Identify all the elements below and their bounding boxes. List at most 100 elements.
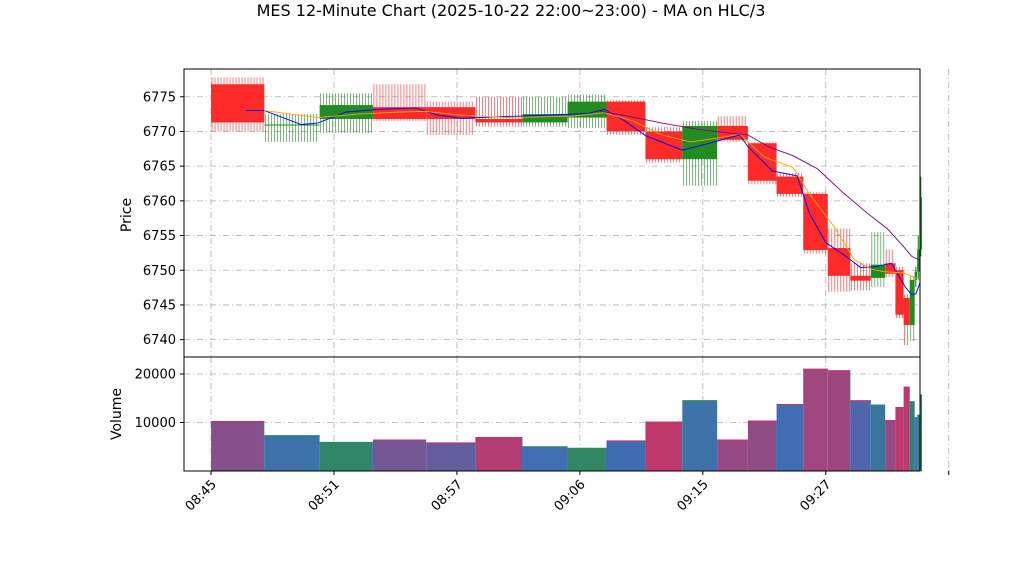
candle xyxy=(870,232,886,287)
candle-body xyxy=(264,124,320,126)
candle-body xyxy=(211,84,265,123)
volume-bar xyxy=(909,401,915,471)
volume-bar xyxy=(803,368,828,471)
price-y-tick-label: 6775 xyxy=(143,90,176,105)
price-y-tick-label: 6765 xyxy=(143,160,176,175)
volume-bar xyxy=(475,437,523,471)
x-tick-label: 09:15 xyxy=(675,477,712,514)
volume-bar xyxy=(372,439,427,471)
moving-average-lines xyxy=(245,107,921,295)
volume-bar xyxy=(870,404,886,471)
candle-body xyxy=(909,279,915,326)
price-y-tick-label: 6760 xyxy=(143,194,176,209)
candle-body xyxy=(803,193,828,251)
x-tick-label: 09:06 xyxy=(552,477,589,514)
price-y-tick-label: 6755 xyxy=(143,229,176,244)
candle xyxy=(776,173,804,197)
price-y-tick-label: 6750 xyxy=(143,264,176,279)
candle-body xyxy=(426,107,476,119)
moving-average-line xyxy=(264,110,921,281)
candle-body xyxy=(372,107,427,119)
volume-bar xyxy=(645,421,683,471)
volume-bar-fill xyxy=(747,421,777,471)
candle xyxy=(803,191,828,254)
volume-bar xyxy=(850,400,871,471)
volume-panel: 10000 20000 Volume xyxy=(109,356,950,472)
price-y-label: Price xyxy=(119,198,135,232)
volume-bar xyxy=(885,420,896,471)
volume-bar xyxy=(426,442,476,471)
volume-bar xyxy=(776,404,804,471)
candle xyxy=(319,93,373,133)
price-panel: 6740 6745 6750 6755 6760 6765 6770 6775 Price xyxy=(119,68,950,358)
candle xyxy=(522,96,568,127)
x-tick-label: 08:51 xyxy=(306,477,343,514)
price-y-tick-label: 6740 xyxy=(143,333,176,348)
volume-y-tick-label: 10000 xyxy=(135,416,176,431)
volume-bar xyxy=(211,421,265,471)
volume-bar xyxy=(717,439,748,471)
volume-bar xyxy=(747,420,777,471)
candle-body xyxy=(870,264,886,278)
price-y-ticks: 6740 6745 6750 6755 6760 6765 6770 6775 xyxy=(143,90,184,348)
candle-body xyxy=(645,131,683,160)
candle-body xyxy=(919,197,923,250)
x-tick-label: 08:57 xyxy=(429,477,466,514)
candle xyxy=(372,84,427,122)
candle-body xyxy=(776,176,804,194)
candle-body xyxy=(885,263,896,274)
candle-body xyxy=(903,298,910,326)
volume-bar xyxy=(903,386,910,471)
volume-bar xyxy=(522,446,568,471)
candle xyxy=(909,275,915,342)
price-y-tick-label: 6770 xyxy=(143,125,176,140)
volume-bar xyxy=(917,414,920,471)
chart-title: MES 12-Minute Chart (2025-10-22 22:00~23… xyxy=(257,1,766,20)
x-tick-label: 09:27 xyxy=(797,477,834,514)
candle-body xyxy=(606,101,646,132)
volume-bar xyxy=(264,435,320,471)
price-grid xyxy=(184,69,950,357)
candle-body xyxy=(917,249,920,272)
volume-axes-frame xyxy=(183,356,921,472)
volume-bar xyxy=(567,447,607,471)
volume-bar xyxy=(606,440,646,471)
candle-body xyxy=(522,114,568,123)
volume-bar-fill xyxy=(606,440,646,471)
candle xyxy=(606,100,646,135)
candle-body xyxy=(850,275,871,281)
candle-body xyxy=(567,101,607,118)
candle xyxy=(903,294,910,346)
volume-bar xyxy=(827,370,851,471)
candle xyxy=(682,121,718,186)
volume-bar xyxy=(682,400,718,471)
candle xyxy=(917,235,920,279)
x-tick-label: 08:45 xyxy=(183,477,220,514)
volume-y-tick-label: 20000 xyxy=(135,367,176,382)
candle-body xyxy=(827,248,851,276)
volume-bar xyxy=(895,406,904,471)
volume-y-ticks: 10000 20000 xyxy=(135,367,184,431)
volume-bar-fill xyxy=(803,369,828,471)
volume-bar-fill xyxy=(895,407,904,471)
price-y-tick-label: 6745 xyxy=(143,298,176,313)
candle xyxy=(475,96,523,127)
candle-body xyxy=(895,270,904,315)
volume-bar xyxy=(319,441,373,471)
candle xyxy=(645,127,683,163)
moving-average-line xyxy=(245,107,921,295)
volume-bars xyxy=(211,368,923,471)
moving-average-line xyxy=(596,110,921,261)
candle xyxy=(914,266,918,287)
x-ticks: 08:45 08:51 08:57 09:06 09:15 09:27 xyxy=(183,471,950,514)
candle-body xyxy=(914,271,918,280)
volume-y-label: Volume xyxy=(109,388,125,440)
candle-body xyxy=(747,143,777,181)
candle xyxy=(426,101,476,135)
volume-bar-fill xyxy=(909,401,915,471)
candle xyxy=(211,77,265,132)
price-candles xyxy=(211,77,923,346)
candle xyxy=(827,228,851,292)
candle xyxy=(895,266,904,319)
